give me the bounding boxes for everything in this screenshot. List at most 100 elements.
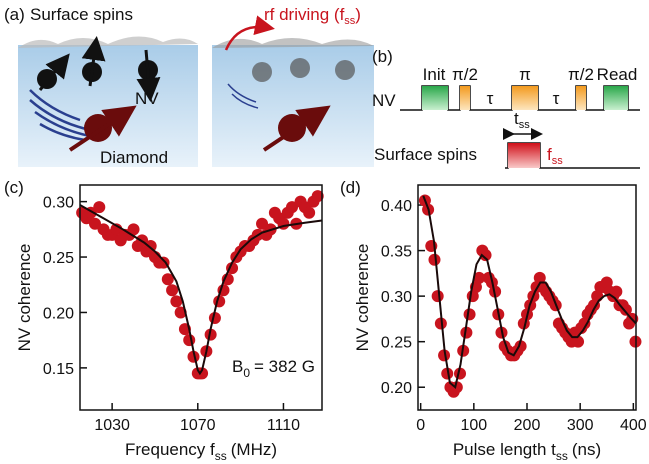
- y-tick-label: 0.30: [43, 195, 74, 212]
- data-point: [572, 335, 585, 348]
- label: fss: [547, 145, 563, 167]
- fit-line: [79, 204, 323, 376]
- data-point: [450, 381, 463, 394]
- pulse-label: τ: [487, 89, 494, 108]
- data-point: [93, 201, 106, 214]
- pulse-label: Init: [423, 65, 446, 84]
- label: rf driving (f: [264, 5, 345, 24]
- data-point: [441, 367, 454, 380]
- label: NV: [135, 89, 159, 108]
- x-axis-label: (ns): [572, 440, 601, 459]
- pulse-label: π: [519, 65, 531, 84]
- pulse-label: π/2: [452, 65, 478, 84]
- label: ): [355, 5, 361, 24]
- pulse-labels: Init π/2 τ π τ π/2 Read: [423, 65, 638, 108]
- label: rf driving (fss): [264, 5, 361, 27]
- data-point: [463, 308, 476, 321]
- pulse-label: Read: [597, 65, 638, 84]
- y-tick-label: 0.35: [381, 244, 412, 261]
- x-axis-label: ss: [556, 449, 568, 463]
- x-axis-label: Pulse length t: [453, 440, 556, 459]
- data-point: [619, 303, 632, 316]
- pulse: [604, 86, 628, 110]
- data-point: [88, 217, 101, 230]
- y-tick-label: 0.20: [381, 380, 412, 397]
- data-point: [204, 328, 217, 341]
- panel-label: (c): [4, 178, 24, 197]
- x-tick-label: 1110: [267, 417, 300, 434]
- y-tick-label: 0.25: [43, 250, 74, 267]
- data-point: [286, 201, 299, 214]
- data-point: [166, 284, 179, 297]
- x-tick-label: 1030: [94, 417, 130, 434]
- x-tick-label: 0: [416, 417, 425, 434]
- x-tick-label: 300: [567, 417, 594, 434]
- waves: [29, 83, 259, 142]
- data-point: [578, 317, 591, 330]
- pulse: [512, 86, 538, 110]
- x-tick-label: 1070: [180, 417, 216, 434]
- pulse: [576, 86, 586, 110]
- panel-label: (b): [372, 47, 393, 66]
- annotation: = 382 G: [254, 357, 315, 376]
- data-point: [600, 276, 613, 289]
- y-tick-label: 0.40: [381, 198, 412, 215]
- pulse-label: π/2: [568, 65, 594, 84]
- x-axis-label: ss: [215, 449, 227, 463]
- data-point: [479, 249, 492, 262]
- annotation: 0: [243, 366, 250, 380]
- pulse-label: τ: [553, 89, 560, 108]
- y-tick-label: 0.30: [381, 289, 412, 306]
- data-point: [473, 271, 486, 284]
- data-point: [303, 206, 316, 219]
- label: Surface spins: [374, 145, 477, 164]
- x-axis-label: Frequency f: [125, 440, 215, 459]
- label: ss: [344, 15, 356, 27]
- data-point: [428, 253, 441, 266]
- label: f: [547, 145, 552, 164]
- surface: [212, 38, 374, 48]
- x-axis-label: Pulse length tss (ns): [453, 440, 601, 463]
- x-tick-label: 200: [514, 417, 541, 434]
- data-point: [434, 317, 447, 330]
- panel-a: (a) Surface spins rf driving (fss) NV Di…: [4, 5, 374, 167]
- label: Surface spins: [30, 5, 133, 24]
- label: ss: [552, 155, 564, 167]
- label: tss: [514, 109, 530, 131]
- data-point: [533, 271, 546, 284]
- data-point: [187, 350, 200, 363]
- panel-b: (b) NV Init π/2 τ π τ π/2 Read tss Surfa…: [372, 47, 640, 169]
- data-point: [183, 334, 196, 347]
- data-point: [438, 349, 451, 362]
- data-point: [256, 217, 269, 230]
- y-tick-label: 0.15: [43, 361, 74, 378]
- annotation: B0 = 382 G: [232, 357, 315, 380]
- fit-line: [422, 195, 637, 390]
- data-point: [610, 285, 623, 298]
- annotation: B: [232, 357, 243, 376]
- x-tick-label: 400: [620, 417, 647, 434]
- y-tick-label: 0.20: [43, 305, 74, 322]
- label: ss: [519, 119, 531, 131]
- data-point: [127, 223, 140, 236]
- x-tick-label: 100: [460, 417, 487, 434]
- data-point: [170, 295, 183, 308]
- spins: [37, 15, 355, 152]
- pulse: [508, 143, 540, 168]
- panel-label: (d): [340, 178, 361, 197]
- y-tick-label: 0.25: [381, 335, 412, 352]
- data-point: [221, 273, 234, 286]
- data-point: [431, 290, 444, 303]
- data-point: [161, 273, 174, 286]
- label: NV: [372, 91, 396, 110]
- charts: (c) 1030 1070 1110 0.15 0.20 0.25 0.30 Frequency…: [4, 178, 647, 463]
- data-point: [311, 190, 324, 203]
- label: t: [514, 109, 519, 128]
- y-axis-label: NV coherence: [353, 244, 372, 352]
- y-axis-label: NV coherence: [15, 244, 34, 352]
- pulse: [460, 86, 470, 110]
- x-axis-label: (MHz): [231, 440, 277, 459]
- data-point: [460, 326, 473, 339]
- data-point: [144, 239, 157, 252]
